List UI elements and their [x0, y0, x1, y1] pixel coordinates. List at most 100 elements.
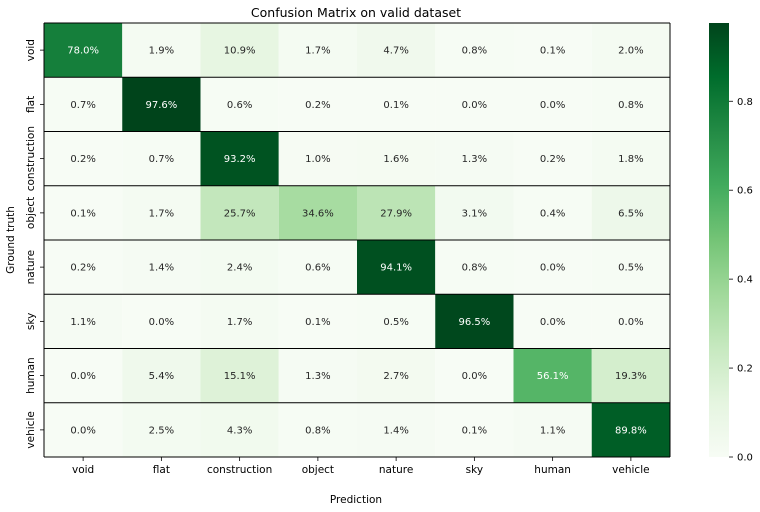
- cell-value-label: 97.6%: [145, 100, 177, 111]
- heatmap-cell: [278, 402, 357, 457]
- heatmap-cell: [357, 23, 436, 78]
- heatmap-cell: [200, 131, 279, 186]
- heatmap-cell: [278, 348, 357, 403]
- heatmap-cell: [591, 294, 670, 349]
- heatmap-cell: [435, 294, 514, 349]
- x-tick-labels: void flat construction object nature sky human…: [72, 457, 650, 476]
- cell-value-label: 19.3%: [615, 371, 647, 382]
- heatmap-cell: [591, 131, 670, 186]
- cell-value-label: 1.3%: [305, 371, 330, 382]
- x-tick-label: sky: [466, 464, 483, 476]
- colorbar-tick-label: 0.4: [737, 275, 753, 286]
- heatmap-cell: [122, 402, 201, 457]
- cell-value-label: 1.1%: [540, 425, 565, 436]
- heatmap-cell: [435, 348, 514, 403]
- heatmap-cell: [200, 348, 279, 403]
- cell-value-label: 5.4%: [149, 371, 174, 382]
- heatmap-cell: [591, 185, 670, 240]
- heatmap-cell: [513, 294, 592, 349]
- heatmap-cell: [513, 348, 592, 403]
- colorbar-tick-label: 0.8: [737, 97, 753, 108]
- heatmap-cell: [122, 348, 201, 403]
- cell-value-label: 0.8%: [618, 100, 643, 111]
- cell-value-label: 0.5%: [383, 317, 408, 328]
- cell-value-label: 96.5%: [458, 317, 490, 328]
- heatmap-cell: [513, 23, 592, 78]
- heatmap-cell: [44, 185, 123, 240]
- cell-value-label: 0.6%: [305, 263, 330, 274]
- cell-value-label: 4.3%: [227, 425, 252, 436]
- cell-value-label: 1.4%: [149, 263, 174, 274]
- cell-value-label: 94.1%: [380, 263, 412, 274]
- heatmap-cell: [44, 23, 123, 78]
- colorbar-tick-label: 0.6: [737, 186, 753, 197]
- colorbar-tick-label: 0.2: [737, 364, 753, 375]
- heatmap-cell: [513, 402, 592, 457]
- heatmap-cell: [435, 185, 514, 240]
- cell-value-label: 0.1%: [462, 425, 487, 436]
- heatmap-cell: [278, 294, 357, 349]
- heatmap-cell: [591, 23, 670, 78]
- cell-value-label: 93.2%: [224, 154, 256, 165]
- heatmap-cell: [278, 131, 357, 186]
- colorbar-tick-label: 0.0: [737, 453, 753, 464]
- cell-value-label: 3.1%: [462, 208, 487, 219]
- heatmap-cell: [357, 294, 436, 349]
- colorbar: 0.0 0.2 0.4 0.6 0.8: [709, 23, 753, 464]
- cell-value-label: 0.0%: [540, 263, 565, 274]
- heatmap-cell: [591, 77, 670, 132]
- cell-value-label: 0.8%: [305, 425, 330, 436]
- cell-value-label: 89.8%: [615, 425, 647, 436]
- cell-value-label: 1.9%: [149, 46, 174, 57]
- heatmap-cell: [591, 240, 670, 295]
- cell-value-label: 1.7%: [305, 46, 330, 57]
- heatmap-cell: [200, 402, 279, 457]
- cell-value-label: 0.0%: [618, 317, 643, 328]
- cell-value-label: 27.9%: [380, 208, 412, 219]
- cell-value-label: 0.7%: [149, 154, 174, 165]
- heatmap-cell: [200, 294, 279, 349]
- cell-value-label: 2.7%: [383, 371, 408, 382]
- heatmap-cell: [44, 348, 123, 403]
- y-axis-label: Ground truth: [5, 206, 17, 274]
- heatmap-cell: [122, 131, 201, 186]
- cell-value-label: 10.9%: [224, 46, 256, 57]
- cell-value-label: 0.0%: [462, 371, 487, 382]
- chart-title: Confusion Matrix on valid dataset: [251, 5, 461, 20]
- heatmap-cell: [122, 294, 201, 349]
- cell-value-label: 1.0%: [305, 154, 330, 165]
- heatmap-cell: [200, 240, 279, 295]
- heatmap-cells: 78.0% 1.9% 10.9% 1.7% 4.7% 0.8% 0.1% 2.0% 0.7% 97…: [43, 22, 671, 458]
- cell-value-label: 0.2%: [540, 154, 565, 165]
- heatmap-cell: [122, 185, 201, 240]
- cell-value-label: 0.8%: [462, 263, 487, 274]
- heatmap-cell: [44, 77, 123, 132]
- heatmap-cell: [513, 77, 592, 132]
- y-tick-label: vehicle: [25, 411, 37, 448]
- cell-value-label: 6.5%: [618, 208, 643, 219]
- y-tick-label: human: [25, 357, 37, 394]
- heatmap-cell: [278, 77, 357, 132]
- x-tick-label: human: [534, 464, 571, 476]
- heatmap-cell: [357, 402, 436, 457]
- cell-value-label: 1.8%: [618, 154, 643, 165]
- cell-value-label: 0.1%: [305, 317, 330, 328]
- cell-value-label: 1.6%: [383, 154, 408, 165]
- heatmap-cell: [591, 402, 670, 457]
- heatmap-cell: [435, 402, 514, 457]
- heatmap-cell: [435, 23, 514, 78]
- heatmap-cell: [435, 131, 514, 186]
- heatmap-cell: [278, 240, 357, 295]
- cell-value-label: 0.0%: [540, 317, 565, 328]
- heatmap-cell: [200, 185, 279, 240]
- heatmap-cell: [122, 77, 201, 132]
- heatmap-cell: [122, 240, 201, 295]
- cell-value-label: 0.0%: [462, 100, 487, 111]
- cell-value-label: 34.6%: [302, 208, 334, 219]
- heatmap-cell: [44, 131, 123, 186]
- cell-value-label: 0.2%: [305, 100, 330, 111]
- cell-value-label: 0.0%: [149, 317, 174, 328]
- cell-value-label: 4.7%: [383, 46, 408, 57]
- cell-value-label: 0.1%: [383, 100, 408, 111]
